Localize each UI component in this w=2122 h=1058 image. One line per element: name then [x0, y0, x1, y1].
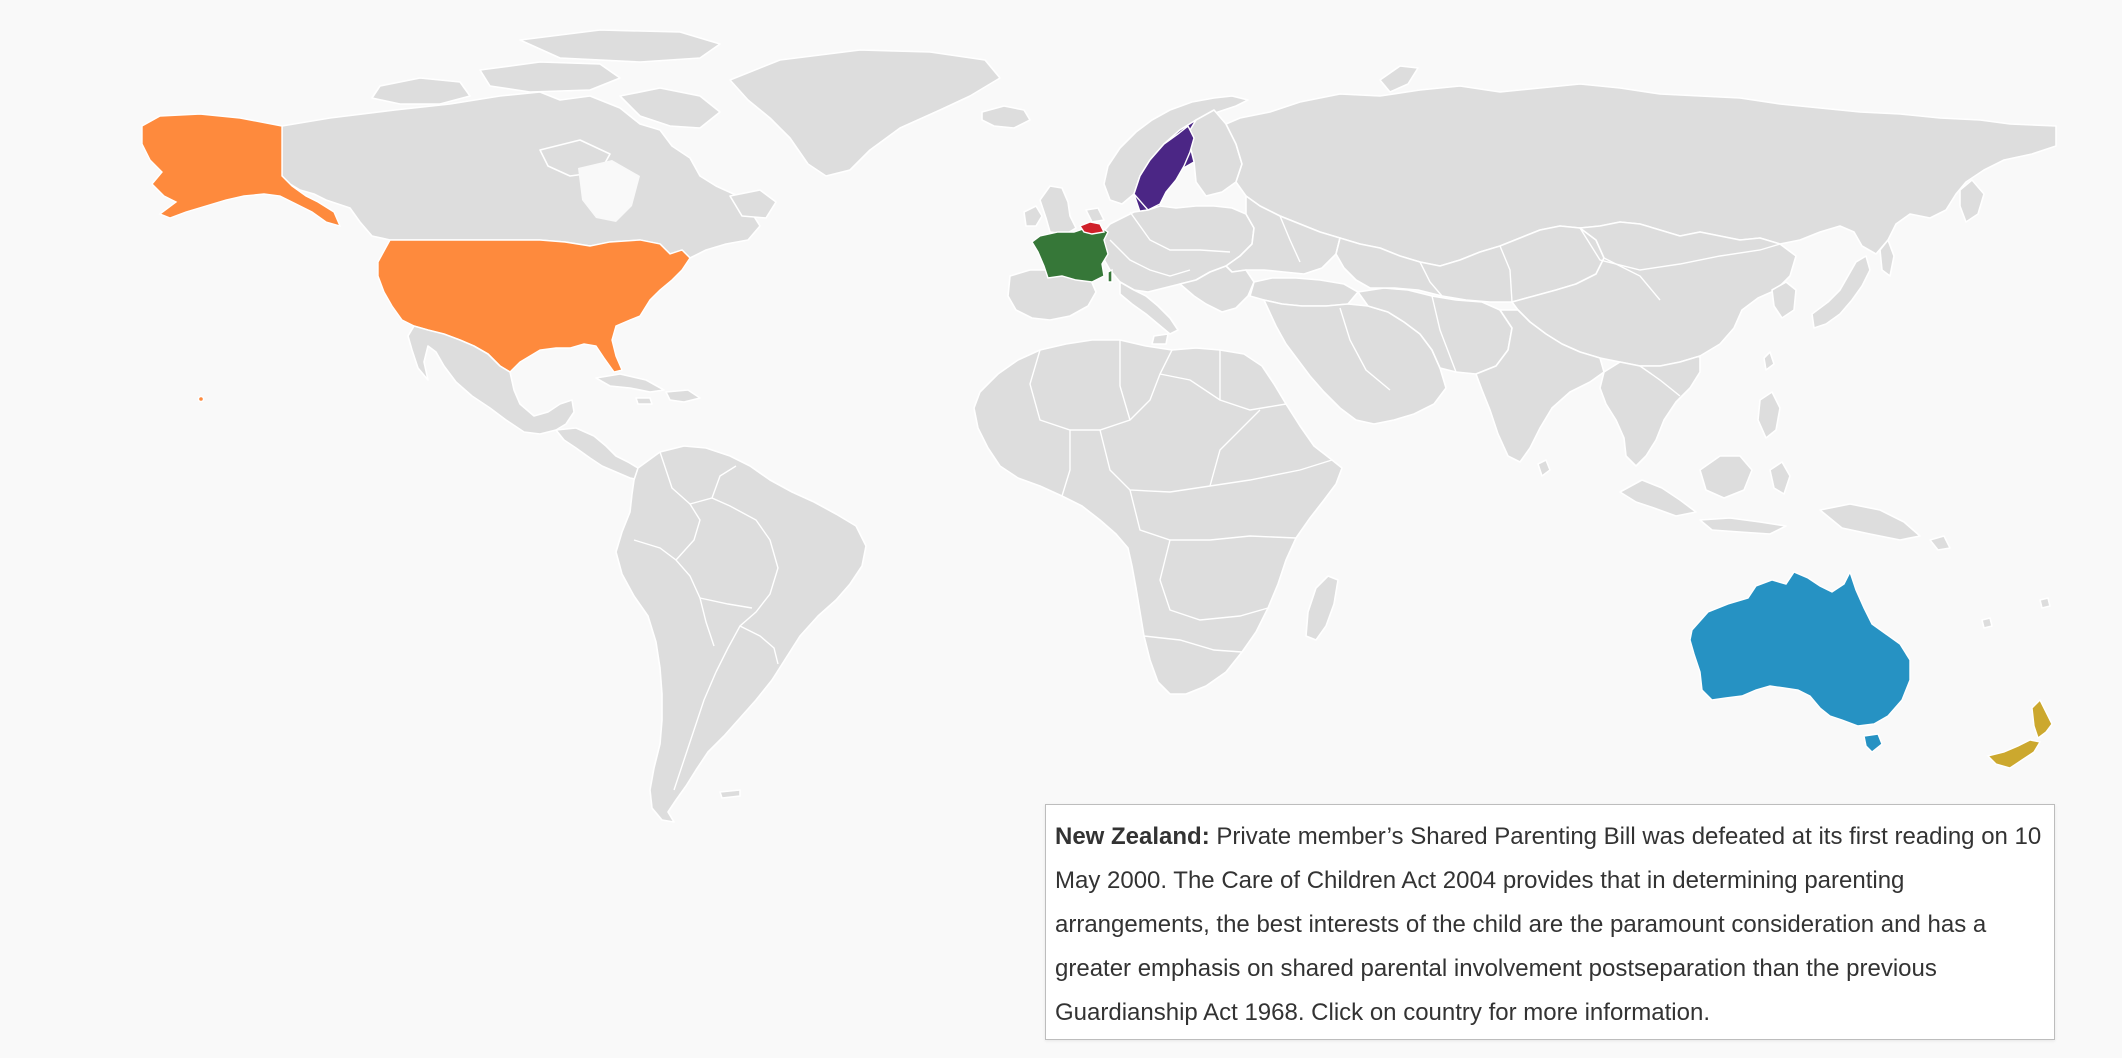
country-italy[interactable] — [1119, 281, 1179, 335]
country-info-box: New Zealand: Private member’s Shared Par… — [1045, 804, 2055, 1040]
russia-novaya-zemlya — [1379, 65, 1419, 93]
country-sweden[interactable] — [1133, 124, 1195, 211]
country-italy-sicily — [1151, 333, 1169, 345]
country-usa-hawaii[interactable] — [197, 395, 205, 403]
border — [673, 671, 717, 791]
border — [1119, 340, 1131, 421]
russia-sakhalin — [1879, 239, 1895, 277]
hudson-bay — [578, 160, 640, 222]
arctic-island — [729, 189, 777, 219]
border — [699, 597, 753, 609]
region-new-guinea[interactable] — [1819, 503, 1921, 541]
country-sri-lanka — [1537, 459, 1551, 477]
continent-south-america[interactable] — [615, 445, 867, 823]
border — [1159, 539, 1269, 621]
pacific-island — [2039, 597, 2051, 609]
antarctic-fragment — [719, 789, 741, 799]
region-southeast-asia[interactable] — [1599, 355, 1701, 467]
region-indonesia[interactable] — [1619, 479, 1697, 517]
country-central-america[interactable] — [555, 427, 641, 481]
border — [1639, 365, 1681, 397]
caribbean-island — [635, 397, 653, 405]
country-ireland[interactable] — [1023, 205, 1043, 227]
russia-kamchatka — [1959, 179, 1985, 223]
region-philippines — [1757, 391, 1781, 439]
arctic-island — [519, 29, 721, 63]
border — [1109, 239, 1191, 277]
border — [1431, 295, 1457, 373]
region-taiwan — [1763, 351, 1775, 371]
country-madagascar[interactable] — [1305, 575, 1339, 641]
border — [633, 539, 715, 647]
border — [675, 503, 701, 561]
border — [1219, 350, 1287, 411]
country-mexico[interactable] — [407, 325, 575, 435]
border — [739, 625, 779, 665]
region-middle-east[interactable] — [1263, 299, 1447, 425]
border — [1159, 373, 1221, 401]
arctic-island — [479, 61, 621, 93]
region-eastern-europe[interactable] — [1225, 195, 1341, 275]
region-indonesia — [1699, 517, 1787, 535]
region-sulawesi — [1769, 461, 1791, 495]
arctic-island — [619, 87, 721, 129]
country-united-kingdom[interactable] — [1039, 185, 1077, 235]
country-iceland[interactable] — [981, 105, 1031, 129]
border — [1061, 430, 1071, 497]
border — [1143, 635, 1243, 653]
border — [1339, 307, 1391, 391]
caribbean-island — [665, 389, 701, 403]
border — [1129, 211, 1231, 253]
country-greenland — [729, 49, 1001, 177]
border — [1579, 227, 1781, 271]
border — [711, 465, 737, 499]
border — [1419, 261, 1443, 297]
country-australia[interactable] — [1689, 570, 1911, 727]
continent-africa[interactable] — [973, 339, 1343, 695]
pacific-island — [1929, 535, 1951, 551]
border — [1209, 409, 1261, 487]
country-japan[interactable] — [1811, 255, 1871, 329]
country-new-zealand[interactable] — [1986, 739, 2042, 769]
country-france-corsica[interactable] — [1107, 268, 1113, 283]
border — [1499, 245, 1513, 303]
border — [1279, 215, 1301, 263]
border — [1129, 489, 1297, 541]
info-box-description: Private member’s Shared Parenting Bill w… — [1055, 823, 2042, 1026]
country-cuba[interactable] — [595, 373, 665, 393]
border — [1603, 257, 1661, 301]
country-new-zealand[interactable] — [2031, 698, 2053, 740]
pacific-island — [1981, 617, 1993, 629]
country-belgium[interactable] — [1078, 221, 1106, 235]
arctic-island — [371, 77, 471, 105]
country-netherlands[interactable] — [1085, 207, 1105, 223]
region-borneo — [1699, 455, 1753, 499]
info-box-country-name: New Zealand: — [1055, 823, 1210, 850]
country-korea[interactable] — [1771, 281, 1797, 319]
country-canada[interactable] — [281, 91, 761, 259]
country-usa-alaska[interactable] — [141, 113, 342, 228]
country-india[interactable] — [1475, 309, 1605, 463]
country-australia-tasmania[interactable] — [1863, 733, 1883, 753]
border — [1099, 429, 1333, 493]
